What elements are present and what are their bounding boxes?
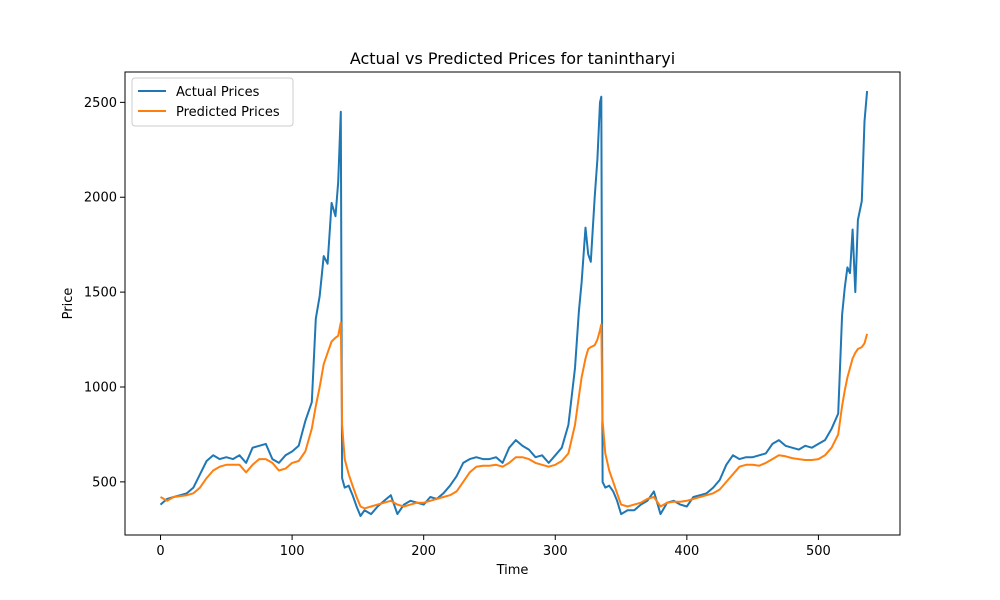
legend-label-predicted: Predicted Prices — [176, 105, 280, 120]
legend: Actual Prices Predicted Prices — [131, 77, 294, 127]
x-tick-label: 200 — [411, 544, 436, 559]
x-tick-label: 100 — [280, 544, 305, 559]
y-tick-label: 1500 — [84, 286, 117, 301]
legend-label-actual: Actual Prices — [176, 85, 260, 100]
y-tick-label: 2000 — [84, 191, 117, 206]
y-tick-label: 2500 — [84, 96, 117, 111]
series-line-predicted — [160, 321, 869, 510]
x-axis: 0 100 200 300 400 500 — [156, 535, 831, 559]
plot-border — [124, 71, 901, 536]
x-tick-label: 0 — [156, 544, 164, 559]
chart-title: Actual vs Predicted Prices for taninthar… — [350, 49, 675, 68]
series-layer — [159, 90, 869, 517]
x-tick-label: 400 — [674, 544, 699, 559]
x-axis-label: Time — [496, 563, 529, 578]
y-axis-label: Price — [61, 288, 76, 320]
x-tick-label: 300 — [543, 544, 568, 559]
legend-box — [131, 77, 294, 127]
y-tick-label: 1000 — [84, 380, 117, 395]
series-line-actual — [159, 90, 869, 517]
plot-area — [125, 72, 900, 535]
y-tick-label: 500 — [92, 475, 117, 490]
x-tick-label: 500 — [806, 544, 831, 559]
y-axis: 500 1000 1500 2000 2500 — [84, 96, 125, 490]
